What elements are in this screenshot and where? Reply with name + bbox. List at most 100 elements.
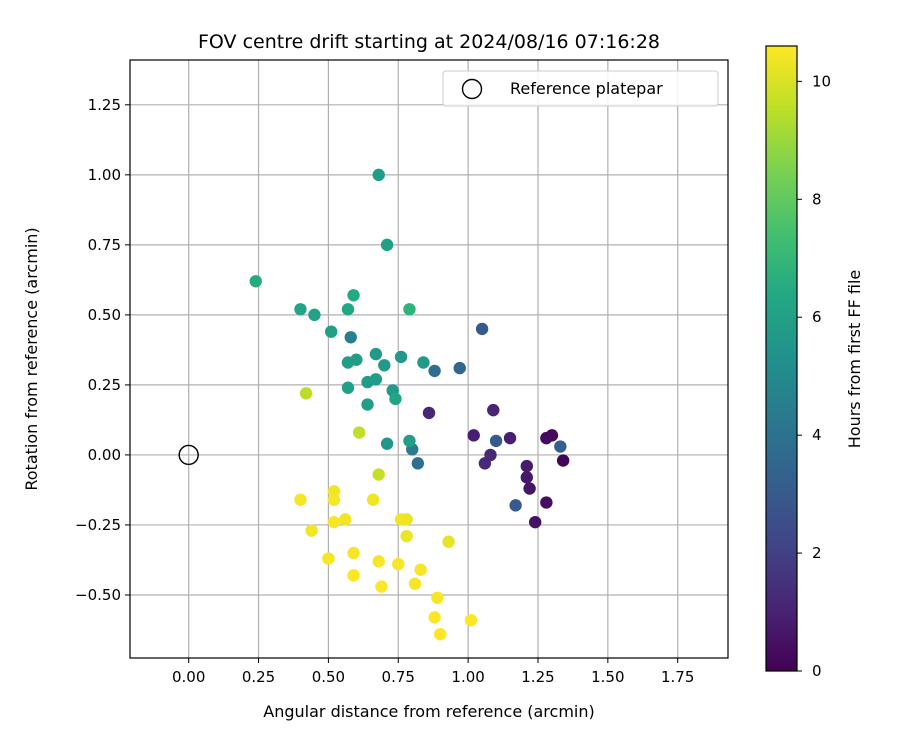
data-point bbox=[464, 613, 478, 627]
data-point bbox=[394, 350, 408, 364]
colorbar-frame bbox=[765, 45, 798, 672]
y-tick-label: −0.50 bbox=[75, 586, 121, 604]
data-point bbox=[361, 375, 374, 389]
data-point bbox=[372, 555, 385, 568]
data-point bbox=[503, 431, 517, 445]
data-point bbox=[433, 627, 447, 641]
data-point bbox=[378, 359, 391, 372]
colorbar-ticks: 0 2 4 6 8 10 bbox=[797, 72, 831, 680]
data-point bbox=[556, 454, 570, 467]
data-point bbox=[341, 303, 355, 316]
chart-title: FOV centre drift starting at 2024/08/16 … bbox=[198, 31, 660, 53]
colorbar-tick-label: 2 bbox=[812, 544, 822, 562]
data-point bbox=[520, 459, 534, 473]
colorbar-label: Hours from first FF file bbox=[845, 270, 864, 449]
data-point bbox=[489, 434, 503, 448]
data-point bbox=[322, 552, 335, 565]
data-point bbox=[408, 577, 422, 590]
y-tick-label: 0.75 bbox=[88, 236, 121, 254]
data-point bbox=[417, 356, 430, 369]
data-point bbox=[431, 591, 444, 604]
y-axis-label: Rotation from reference (arcmin) bbox=[22, 227, 41, 490]
data-point bbox=[392, 557, 405, 571]
data-point bbox=[294, 303, 307, 316]
data-point bbox=[361, 398, 374, 411]
data-point bbox=[520, 471, 534, 484]
data-point bbox=[341, 356, 355, 369]
data-point bbox=[523, 482, 536, 495]
data-point bbox=[327, 515, 341, 529]
data-point bbox=[324, 325, 338, 338]
data-point bbox=[475, 322, 489, 336]
data-point bbox=[422, 406, 436, 420]
x-axis-ticks: 0.00 0.25 0.50 0.75 1.00 1.25 1.50 1.75 bbox=[172, 658, 694, 686]
data-points bbox=[249, 168, 570, 641]
data-point bbox=[327, 493, 341, 506]
data-point bbox=[338, 513, 352, 526]
x-tick-label: 1.00 bbox=[451, 668, 484, 686]
data-point bbox=[369, 347, 383, 361]
data-point bbox=[249, 275, 262, 288]
data-point bbox=[380, 437, 394, 450]
data-point bbox=[428, 611, 441, 624]
colorbar-tick-label: 10 bbox=[812, 72, 831, 90]
data-point bbox=[308, 308, 321, 322]
data-point bbox=[554, 440, 567, 453]
data-point bbox=[366, 493, 380, 506]
data-point bbox=[372, 468, 385, 481]
y-tick-label: 0.50 bbox=[88, 306, 121, 324]
y-tick-label: 0.00 bbox=[88, 446, 121, 464]
x-tick-label: 0.75 bbox=[382, 668, 415, 686]
colorbar-gradient bbox=[766, 46, 797, 671]
colorbar: 0 2 4 6 8 10 Hours from first FF file bbox=[765, 45, 864, 680]
data-point bbox=[403, 434, 416, 448]
data-point bbox=[375, 580, 388, 593]
colorbar-tick-label: 0 bbox=[812, 662, 822, 680]
legend-entry-label: Reference platepar bbox=[510, 79, 663, 98]
y-gridlines bbox=[130, 104, 728, 596]
data-point bbox=[372, 168, 385, 182]
data-point bbox=[294, 493, 307, 506]
data-point bbox=[467, 429, 480, 442]
data-point bbox=[380, 238, 394, 252]
data-point bbox=[528, 515, 542, 529]
x-gridlines bbox=[188, 60, 679, 658]
data-point bbox=[400, 513, 413, 526]
y-tick-label: −0.25 bbox=[75, 516, 121, 534]
y-axis-ticks: −0.50 −0.25 0.00 0.25 0.50 0.75 1.00 1.25 bbox=[75, 96, 130, 604]
data-point bbox=[352, 426, 366, 439]
data-point bbox=[347, 289, 360, 302]
data-point bbox=[305, 524, 318, 537]
data-point bbox=[414, 563, 427, 576]
data-point bbox=[341, 381, 355, 394]
x-tick-label: 0.50 bbox=[312, 668, 345, 686]
data-point bbox=[400, 529, 413, 543]
x-tick-label: 1.50 bbox=[591, 668, 624, 686]
x-tick-label: 0.00 bbox=[172, 668, 205, 686]
colorbar-tick-label: 4 bbox=[812, 426, 822, 444]
data-point bbox=[411, 457, 425, 470]
y-tick-label: 1.25 bbox=[88, 96, 121, 114]
x-axis-label: Angular distance from reference (arcmin) bbox=[263, 702, 594, 721]
data-point bbox=[403, 303, 416, 316]
data-point bbox=[347, 546, 360, 560]
data-point bbox=[540, 431, 553, 445]
data-point bbox=[389, 392, 402, 406]
y-tick-label: 0.25 bbox=[88, 376, 121, 394]
data-point bbox=[540, 496, 553, 509]
data-point bbox=[347, 569, 360, 582]
data-point bbox=[428, 364, 441, 378]
data-point bbox=[487, 403, 500, 417]
data-point bbox=[344, 331, 357, 344]
x-tick-label: 1.75 bbox=[661, 668, 694, 686]
colorbar-tick-label: 6 bbox=[812, 308, 822, 326]
reference-platepar-marker bbox=[178, 444, 199, 466]
x-tick-label: 0.25 bbox=[242, 668, 275, 686]
y-tick-label: 1.00 bbox=[88, 166, 121, 184]
data-point bbox=[478, 457, 492, 470]
legend-marker-icon bbox=[461, 78, 483, 100]
data-point bbox=[509, 499, 522, 512]
legend: Reference platepar bbox=[442, 70, 719, 107]
data-point bbox=[299, 387, 313, 400]
